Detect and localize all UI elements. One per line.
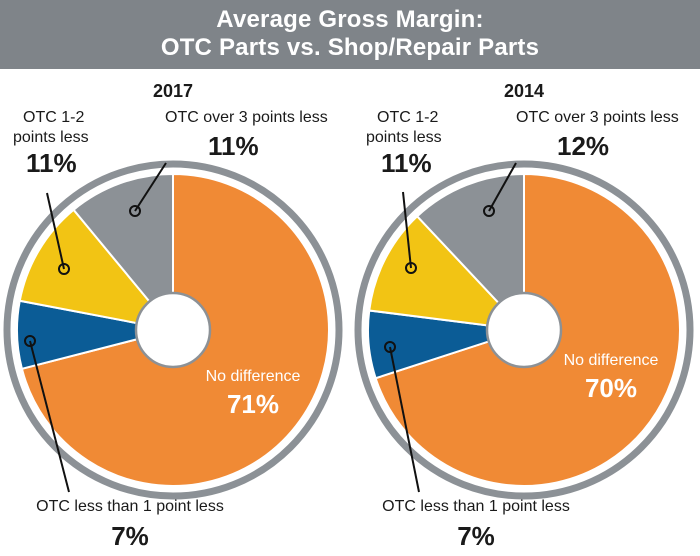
pie-slice-over-3-2014	[415, 172, 525, 333]
leader-dot-one-to-two-2017	[58, 263, 70, 275]
leader-dot-less-than-1-2017	[24, 335, 36, 347]
pct-no-difference-2017: 71%	[227, 389, 279, 419]
pie-chart-2014: 2014 OTC over 3 points less 12% OTC 1-2 …	[354, 81, 694, 551]
leader-line-one-to-two-2017	[46, 192, 65, 270]
label-one-to-two-line1-2017: OTC 1-2	[23, 109, 84, 126]
chart-title-line1: Average Gross Margin:	[216, 6, 484, 33]
leader-line-over-3-2014	[488, 162, 517, 212]
leader-dot-one-to-two-2014	[405, 262, 417, 274]
chart-header: Average Gross Margin: OTC Parts vs. Shop…	[0, 0, 700, 69]
label-no-difference-2014: No difference	[564, 352, 659, 369]
pie-slice-over-3-2017	[72, 172, 174, 333]
pie-center-hole-2014	[485, 291, 563, 369]
pie-center-hole-2017	[134, 291, 212, 369]
label-one-to-two-line1-2014: OTC 1-2	[377, 109, 438, 126]
pct-over-3-2014: 12%	[557, 131, 609, 161]
label-over-3-2017: OTC over 3 points less	[165, 109, 328, 126]
label-no-difference-2017: No difference	[206, 368, 301, 385]
year-label-2017: 2017	[153, 81, 193, 101]
leader-line-over-3-2017	[134, 162, 167, 212]
label-less-than-1-2014: OTC less than 1 point less	[382, 498, 570, 515]
label-one-to-two-line2-2014: points less	[366, 129, 442, 146]
pct-one-to-two-2014: 11%	[381, 148, 432, 178]
pct-one-to-two-2017: 11%	[26, 148, 77, 178]
pie-chart-2017: 2017 OTC over 3 points less 11% OTC 1-2 …	[3, 81, 343, 551]
label-over-3-2014: OTC over 3 points less	[516, 109, 679, 126]
leader-line-less-than-1-2014	[389, 346, 420, 493]
label-less-than-1-2017: OTC less than 1 point less	[36, 498, 224, 515]
pct-no-difference-2014: 70%	[585, 373, 637, 403]
chart-title-line2: OTC Parts vs. Shop/Repair Parts	[160, 34, 540, 61]
leader-line-one-to-two-2014	[402, 191, 412, 269]
leader-dot-over-3-2017	[129, 205, 141, 217]
year-label-2014: 2014	[504, 81, 544, 101]
leader-line-less-than-1-2017	[29, 340, 70, 493]
label-one-to-two-line2-2017: points less	[13, 129, 89, 146]
leader-dot-less-than-1-2014	[384, 341, 396, 353]
pct-less-than-1-2014: 7%	[457, 521, 495, 551]
pct-over-3-2017: 11%	[208, 131, 259, 161]
leader-dot-over-3-2014	[483, 205, 495, 217]
pct-less-than-1-2017: 7%	[111, 521, 149, 551]
